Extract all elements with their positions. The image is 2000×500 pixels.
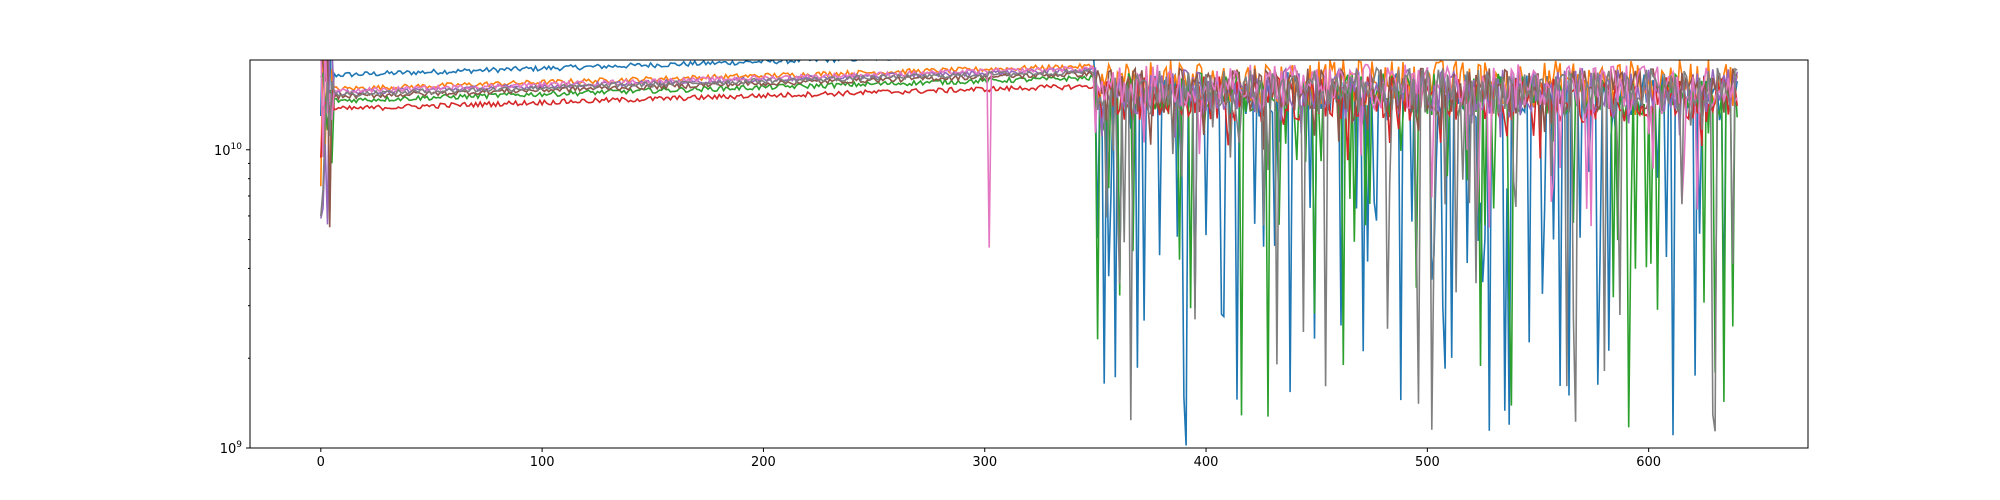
series-line-8 [320, 66, 1738, 432]
x-tick-label: 300 [972, 455, 997, 470]
x-tick-label: 200 [751, 455, 776, 470]
x-tick-label: 400 [1194, 455, 1219, 470]
y-tick-label: 1010 [214, 142, 242, 159]
x-axis: 0 100 200 300 400 500 600 [317, 448, 1661, 470]
series-line-3 [320, 71, 1738, 428]
y-axis: 109 1010 [214, 142, 250, 457]
x-tick-label: 0 [317, 455, 325, 470]
x-tick-label: 500 [1415, 455, 1440, 470]
x-tick-label: 100 [530, 455, 555, 470]
y-tick-label: 109 [220, 440, 243, 457]
series-line-5 [320, 60, 1738, 225]
axes-frame [249, 59, 1809, 449]
series-layer [320, 60, 1738, 446]
x-tick-label: 600 [1636, 455, 1661, 470]
